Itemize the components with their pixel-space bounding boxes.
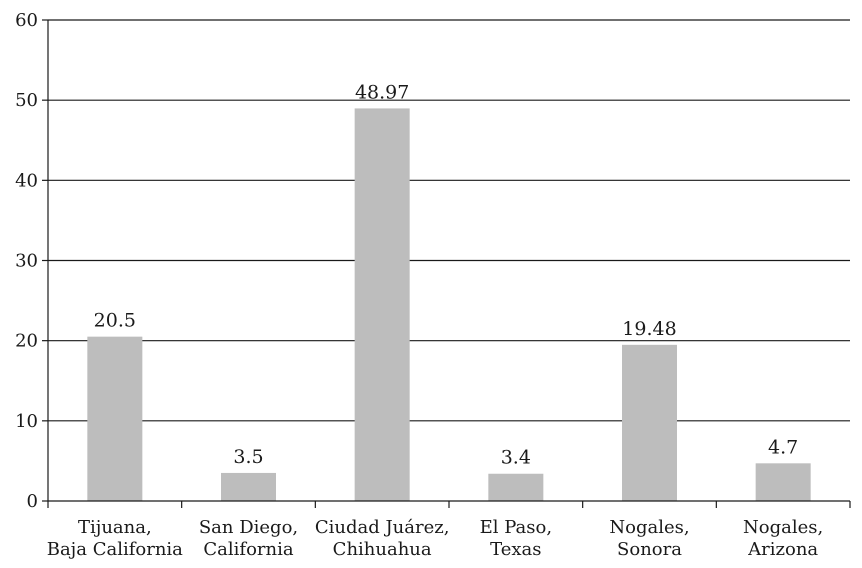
x-category-label: Chihuahua: [333, 539, 432, 560]
x-category-label: Nogales,: [743, 517, 823, 538]
x-axis: Tijuana,Baja California San Diego,Califor…: [47, 500, 851, 560]
data-labels: 20.5 3.5 48.97 3.4 19.48 4.7: [94, 81, 799, 468]
x-category-label: Nogales,: [609, 517, 689, 538]
bar: [488, 473, 544, 501]
x-category-label: Sonora: [617, 539, 682, 560]
bar: [755, 463, 811, 501]
y-axis-ticks: 0 10 20 30 40 50 60: [15, 10, 49, 512]
gridlines: [48, 19, 850, 422]
bar-data-label: 3.4: [501, 447, 531, 469]
bar: [354, 108, 410, 502]
bar-data-label: 4.7: [768, 436, 798, 458]
bar: [622, 344, 677, 501]
y-tick-label: 20: [15, 331, 38, 352]
y-tick-label: 10: [15, 411, 38, 432]
x-category-label: Tijuana,: [78, 517, 152, 538]
y-tick-label: 30: [15, 251, 38, 272]
x-category-label: California: [203, 539, 293, 560]
x-category-label: Arizona: [747, 539, 818, 560]
x-category-label: Texas: [490, 539, 541, 560]
x-category-label: San Diego,: [199, 517, 298, 538]
y-tick-label: 50: [15, 90, 38, 111]
x-category-label: El Paso,: [480, 517, 552, 538]
bar-data-label: 48.97: [355, 81, 409, 103]
bar: [87, 336, 143, 501]
y-tick-label: 0: [27, 491, 38, 512]
y-tick-label: 60: [15, 10, 38, 31]
bar-data-label: 19.48: [622, 318, 676, 340]
x-category-label: Baja California: [47, 539, 183, 560]
y-tick-label: 40: [15, 170, 38, 191]
bar-data-label: 3.5: [233, 446, 263, 468]
bars: [87, 108, 811, 502]
bar-data-label: 20.5: [94, 310, 136, 332]
bar: [221, 472, 276, 501]
x-category-label: Ciudad Juárez,: [315, 517, 450, 538]
